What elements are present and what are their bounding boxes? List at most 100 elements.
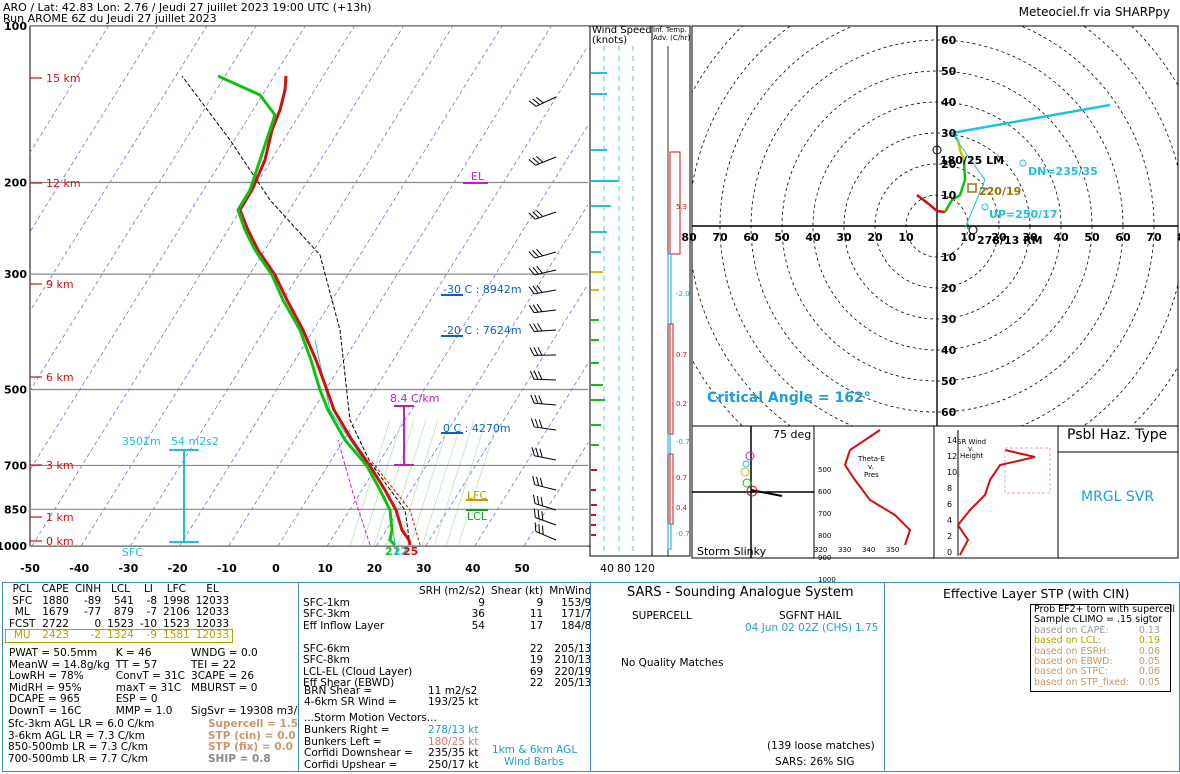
wind-barb-flag [533, 508, 536, 518]
header-run: Run AROME 6Z du Jeudi 27 juillet 2023 [3, 12, 217, 25]
sr46-value: 193/25 kt [428, 696, 479, 708]
hodo-up-label: UP=250/17 [989, 208, 1058, 221]
hodo-x-label: 70 [712, 231, 728, 244]
slinky-title: Storm Slinky [697, 545, 767, 558]
stp-legend-item: based on STP_fixed: 0.05 [1034, 676, 1160, 688]
lcl-label: LCL [467, 510, 488, 523]
hodo-up-marker [981, 203, 989, 211]
wind-barb-flag [539, 477, 543, 487]
brn-shear-label: BRN Shear = [304, 685, 373, 697]
moist-adiabat-line [373, 419, 415, 546]
thetae-y-tick: 500 [818, 466, 831, 474]
wind-barb-flag [528, 251, 536, 259]
wind-barb [532, 494, 557, 511]
parcel-cell: 1880 [42, 594, 69, 607]
thetae-x-tick: 330 [838, 546, 851, 554]
hodo-x-label: 30 [836, 231, 852, 244]
hodo-y-label: 60 [941, 406, 957, 419]
wind-speed-units: (knots) [592, 35, 627, 46]
wind-barb-flag [531, 447, 535, 456]
motion-title: ...Storm Motion Vectors... [304, 712, 437, 724]
height-label: 15 km [46, 72, 81, 85]
hodo-x-label: 50 [774, 231, 790, 244]
wind-barb [534, 522, 557, 541]
hodo-x-label: 80 [1177, 231, 1180, 244]
moist-adiabat-line [445, 419, 487, 546]
eff-inflow-srh: 54 m2s2 [171, 435, 219, 448]
isotherm-line [80, 26, 404, 546]
wind-barb-flag [532, 211, 540, 219]
parcel-cell: 12033 [195, 594, 230, 607]
index-cell: MBURST = 0 [191, 681, 258, 694]
hodo-mean-label: 220/19 [979, 185, 1021, 198]
srwind-trace [956, 449, 1036, 556]
parcel-cell: -89 [83, 594, 102, 607]
wind-barb-flag [536, 265, 543, 274]
parcel-cell: 12033 [195, 617, 230, 630]
motion-item: Bunkers Left = 180/25 kt [304, 735, 479, 748]
wind-barb-flag [534, 394, 539, 404]
motion-item: Bunkers Right = 278/13 kt [304, 724, 479, 736]
parcel-cell: 1324 [107, 629, 134, 641]
kin-cell: SFC-3km [303, 608, 350, 620]
wind-barb-flag [535, 96, 544, 104]
sars-hail: SGFNT HAIL [779, 610, 842, 622]
wind-barb [528, 284, 557, 295]
thetae-y-tick: 1000 [818, 576, 836, 584]
kin-cell: 11 [529, 608, 544, 620]
thetae-title-3: Pres [864, 471, 879, 479]
isotherm-line [523, 442, 588, 546]
hodo-lm-label: 180/25 LM [940, 154, 1004, 167]
srwind-title-2: v. [968, 445, 974, 453]
srwind-y-tick: 8 [947, 484, 952, 493]
parcel-cell: 1998 [163, 594, 190, 607]
isotherm-line [474, 362, 588, 546]
parcel-cell: -10 [139, 617, 158, 630]
thetae-frame [813, 425, 935, 559]
sfc-t-label: 25 [403, 545, 418, 558]
temp-adv-value: 0.2 [676, 400, 687, 408]
sars-panel [590, 582, 885, 772]
downdraft-trace [337, 439, 371, 546]
hodo-x-label: 20 [991, 231, 1007, 244]
kinematics-panel [298, 582, 592, 772]
wind-barb [533, 508, 557, 526]
temp-adv-bar [667, 523, 672, 550]
wind-barb-flag [532, 494, 536, 504]
wind-barb-flag [528, 267, 535, 276]
temperature-tick-label: 10 [318, 562, 334, 575]
isotherm-line [179, 26, 503, 546]
kin-cell: Eff Shear (EBWD) [303, 677, 395, 689]
pressure-tick-label: 500 [4, 383, 27, 396]
temperature-tick-label: 30 [416, 562, 432, 575]
hodo-critical-angle: Critical Angle = 162° [707, 390, 871, 406]
thetae-y-tick: 600 [818, 488, 831, 496]
kin-cell [488, 632, 546, 644]
sars-hail-match: 04 Jun 02 02Z (CHS) [745, 622, 853, 634]
stp-legend-item: based on LCL: 0.19 [1034, 635, 1160, 647]
wind-barb-flag [533, 347, 539, 356]
wind-barb-flag [528, 100, 537, 107]
kin-cell: SFC-1km [303, 596, 350, 609]
index-cell: MMP = 1.0 [115, 704, 173, 717]
sars-loose: (139 loose matches) [767, 740, 875, 752]
wind-barb-flag [532, 266, 539, 275]
kin-cell [416, 667, 488, 679]
sfc-label: SFC [122, 546, 143, 559]
srwind-y-tick: 2 [947, 532, 952, 541]
parcel-cell: 1523 [107, 617, 134, 630]
parcel-cell: -9 [146, 629, 158, 641]
thetae-title-1: Theta-E [857, 455, 885, 463]
srwind-y-tick: 0 [947, 548, 952, 557]
hodo-y-label: 30 [941, 313, 957, 326]
thetae-trace [843, 429, 912, 546]
parcel-cell: -7 [146, 606, 158, 618]
parcel-cell: 1581 [163, 629, 190, 641]
parcel-cell: 1523 [163, 617, 190, 630]
parcel-header: CINH [74, 583, 102, 595]
parcel-cell: 2423 [42, 629, 69, 641]
parcel-cell: SFC [12, 594, 33, 607]
isotherm-line [228, 26, 552, 546]
lapse-rates: Sfc-3km AGL LR = 6.0 C/km 3-6km AGL LR = … [8, 718, 154, 765]
temperature-trace [238, 75, 412, 546]
